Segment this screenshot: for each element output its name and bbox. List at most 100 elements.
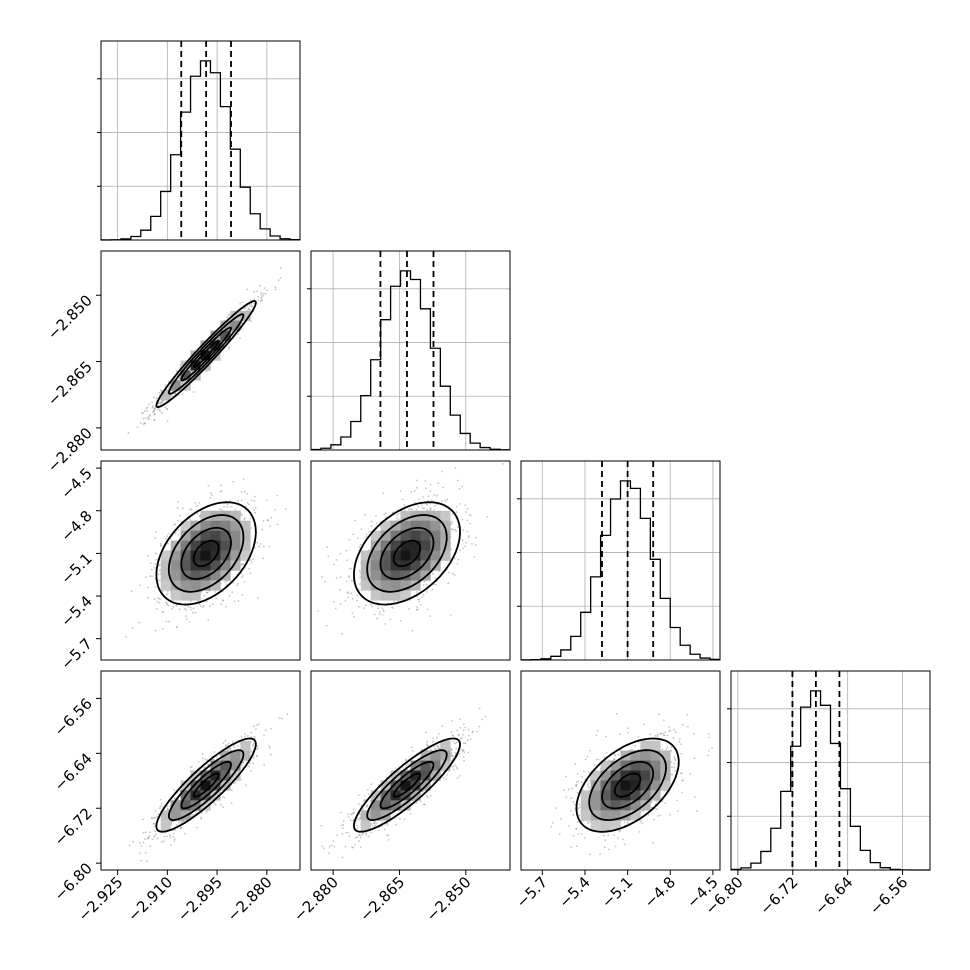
sample-point <box>176 626 179 629</box>
sample-point <box>426 740 429 743</box>
sample-point <box>280 267 282 269</box>
sample-point <box>248 762 251 764</box>
sample-point <box>345 580 348 583</box>
sample-point <box>138 584 141 587</box>
sample-point <box>426 509 429 511</box>
sample-point <box>418 598 421 601</box>
sample-point <box>206 591 209 594</box>
sample-point <box>226 316 229 319</box>
density-cell <box>230 310 241 321</box>
sample-point <box>143 422 146 425</box>
density-cell <box>370 570 381 581</box>
density-cell <box>410 540 421 551</box>
sample-point <box>270 753 272 756</box>
sample-point <box>198 515 201 518</box>
sample-point <box>160 401 163 404</box>
sample-point <box>127 432 130 434</box>
density-cell <box>410 520 421 531</box>
sample-point <box>434 748 436 750</box>
density-cell <box>410 530 421 541</box>
sample-point <box>462 749 465 752</box>
sample-point <box>260 296 263 298</box>
sample-point <box>454 467 457 469</box>
histogram-0 <box>101 60 300 241</box>
density-cell <box>400 590 411 601</box>
sample-point <box>150 816 153 819</box>
sample-point <box>200 816 203 819</box>
sample-point <box>156 408 159 411</box>
density-cell <box>180 520 191 531</box>
sample-point <box>231 741 234 743</box>
sample-point <box>241 328 243 331</box>
sample-point <box>270 727 273 730</box>
density-cell <box>360 570 371 581</box>
sample-point <box>151 817 154 820</box>
sample-point <box>394 767 397 770</box>
density-cell <box>430 510 441 521</box>
sample-point <box>166 808 169 810</box>
sample-point <box>223 505 225 508</box>
sample-point <box>415 609 418 612</box>
sample-point <box>184 607 187 610</box>
sample-point <box>240 491 243 493</box>
sample-point <box>154 537 157 539</box>
density-cell <box>210 580 221 591</box>
density-cell <box>170 570 181 581</box>
density-cell <box>180 370 191 381</box>
density-cell <box>230 770 241 781</box>
sample-point <box>260 297 263 300</box>
sample-point <box>381 614 384 616</box>
sample-point <box>148 418 151 420</box>
sample-point <box>365 536 367 538</box>
sample-point <box>250 305 252 308</box>
sample-point <box>236 584 239 587</box>
sample-point <box>138 621 141 624</box>
sample-point <box>402 767 404 769</box>
density-cell <box>360 550 371 561</box>
density-cell <box>180 780 191 791</box>
density-cell <box>160 820 171 831</box>
sample-point <box>403 818 406 821</box>
density-cell <box>360 560 371 571</box>
sample-point <box>162 590 164 593</box>
density-cell <box>220 760 231 771</box>
sample-point <box>207 618 210 621</box>
sample-point <box>153 409 156 412</box>
sample-point <box>277 279 280 282</box>
density-cell <box>190 370 201 381</box>
sample-point <box>426 503 428 506</box>
sample-point <box>276 523 279 526</box>
density-cell <box>170 550 181 561</box>
sample-point <box>243 490 246 493</box>
sample-point <box>336 834 338 837</box>
density-cell <box>190 580 201 591</box>
sample-point <box>140 845 143 847</box>
sample-point <box>241 513 244 516</box>
sample-point <box>179 827 182 830</box>
sample-point <box>176 507 179 509</box>
sample-point <box>375 522 378 525</box>
density-cell <box>200 550 211 561</box>
sample-point <box>371 605 373 608</box>
sample-point <box>408 608 410 610</box>
sample-point <box>467 536 470 539</box>
sample-point <box>262 557 264 560</box>
sample-point <box>180 822 183 824</box>
sample-point <box>189 606 192 609</box>
sample-point <box>155 552 157 555</box>
sample-point <box>332 563 335 566</box>
sample-point <box>180 826 183 829</box>
sample-point <box>160 544 163 547</box>
sample-point <box>154 810 157 813</box>
sample-point <box>227 748 229 751</box>
scatter-panel-1-0 <box>100 250 301 451</box>
sample-point <box>164 537 167 540</box>
density-cell <box>210 560 221 571</box>
density-cell <box>190 520 201 531</box>
sample-point <box>155 531 157 533</box>
sample-point <box>160 804 163 807</box>
sample-point <box>231 789 233 792</box>
sample-point <box>471 543 473 545</box>
density-cell <box>390 530 401 541</box>
sample-point <box>178 608 181 611</box>
